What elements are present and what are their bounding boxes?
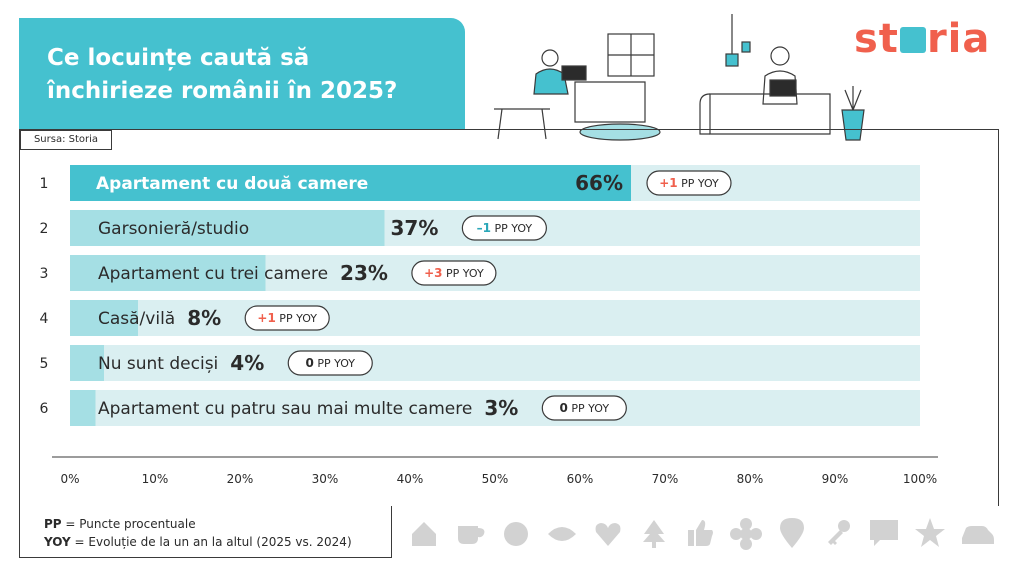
yoy-unit: PP YOY: [491, 222, 532, 235]
title-banner: Ce locuințe caută să închirieze românii …: [19, 18, 465, 130]
flower-icon: [730, 518, 762, 550]
speech-bubble-icon: [870, 520, 898, 546]
rank-label: 6: [40, 401, 49, 417]
rank-label: 4: [40, 311, 49, 327]
yoy-badge-pill: [411, 260, 497, 286]
yoy-unit: PP YOY: [276, 312, 317, 325]
yoy-badge-pill: [287, 350, 373, 376]
yoy-unit: PP YOY: [568, 402, 609, 415]
value-label: 23%: [340, 261, 388, 285]
star-icon: [915, 518, 945, 547]
value-label: 8%: [187, 306, 221, 330]
yoy-delta: 0: [305, 356, 313, 370]
chart-frame: [19, 129, 999, 506]
bar-6: [70, 390, 96, 426]
category-label: Nu sunt deciși: [98, 354, 218, 374]
yoy-unit: PP YOY: [314, 357, 355, 370]
yoy-badge-pill: [646, 170, 732, 196]
x-tick-label: 30%: [312, 472, 339, 486]
x-tick-label: 60%: [567, 472, 594, 486]
yoy-badge-text: 0 PP YOY: [560, 401, 610, 415]
yoy-badge: 0 PP YOY: [541, 395, 627, 421]
thumbs-up-icon: [688, 520, 713, 546]
rank-label: 2: [40, 221, 49, 237]
x-tick-label: 90%: [822, 472, 849, 486]
category-label: Casă/vilă: [98, 309, 175, 329]
yoy-badge-pill: [244, 305, 330, 331]
yoy-badge-text: –1 PP YOY: [477, 221, 533, 235]
cup-icon: [458, 526, 485, 544]
heart-icon: [595, 523, 621, 546]
rank-label: 3: [40, 266, 49, 282]
value-label: 4%: [230, 351, 264, 375]
yoy-unit: PP YOY: [678, 177, 719, 190]
value-label: 37%: [391, 216, 439, 240]
yoy-delta: –1: [477, 221, 491, 235]
bar-3: [70, 255, 266, 291]
logo-square-icon: [899, 27, 926, 53]
x-tick-label: 70%: [652, 472, 679, 486]
yoy-badge: +3 PP YOY: [411, 260, 497, 286]
category-label: Garsonieră/studio: [98, 219, 249, 239]
bar-5: [70, 345, 104, 381]
value-label: 3%: [484, 396, 518, 420]
house-icon: [412, 522, 436, 546]
x-tick-label: 40%: [397, 472, 424, 486]
x-tick-label: 20%: [227, 472, 254, 486]
x-tick-label: 10%: [142, 472, 169, 486]
rank-label: 5: [40, 356, 49, 372]
category-label: Apartament cu trei camere: [98, 264, 328, 284]
yoy-badge: 0 PP YOY: [287, 350, 373, 376]
yoy-delta: +1: [659, 176, 677, 190]
value-label: 66%: [575, 171, 623, 195]
category-label: Apartament cu două camere: [96, 174, 368, 194]
x-tick-label: 0%: [60, 472, 79, 486]
x-tick-label: 100%: [903, 472, 937, 486]
category-label: Apartament cu patru sau mai multe camere: [98, 399, 472, 419]
bar-4: [70, 300, 138, 336]
yoy-unit: PP YOY: [443, 267, 484, 280]
yoy-badge-text: +3 PP YOY: [424, 266, 484, 280]
smiley-icon: [504, 522, 528, 546]
key-icon: [828, 520, 850, 545]
bar-track-4: [70, 300, 920, 336]
source-label: Sursa: Storia: [20, 130, 112, 150]
yoy-badge-text: +1 PP YOY: [257, 311, 317, 325]
yoy-badge-pill: [541, 395, 627, 421]
eye-icon: [548, 527, 576, 541]
yoy-badge: +1 PP YOY: [646, 170, 732, 196]
location-pin-icon: [780, 518, 804, 548]
x-tick-label: 80%: [737, 472, 764, 486]
storia-logo: st ria: [854, 16, 991, 62]
yoy-delta: +1: [257, 311, 275, 325]
legend-item-pp: PP = Puncte procentuale: [44, 517, 196, 531]
yoy-badge-text: +1 PP YOY: [659, 176, 719, 190]
yoy-badge-pill: [461, 215, 547, 241]
yoy-badge: –1 PP YOY: [461, 215, 547, 241]
tree-icon: [643, 520, 665, 548]
car-icon: [962, 526, 994, 544]
people-illustration: [494, 14, 865, 141]
legend-item-yoy: YOY = Evoluție de la un an la altul (202…: [44, 535, 352, 549]
yoy-badge: +1 PP YOY: [244, 305, 330, 331]
x-tick-label: 50%: [482, 472, 509, 486]
legend: PP = Puncte procentuale YOY = Evoluție d…: [19, 506, 392, 558]
yoy-delta: +3: [424, 266, 442, 280]
bar-track-5: [70, 345, 920, 381]
chart-title: Ce locuințe caută să închirieze românii …: [47, 45, 398, 104]
bar-track-6: [70, 390, 920, 426]
bar-1: [70, 165, 631, 201]
decorative-icon-strip: [412, 518, 994, 550]
yoy-delta: 0: [560, 401, 568, 415]
bar-2: [70, 210, 385, 246]
yoy-badge-text: 0 PP YOY: [305, 356, 355, 370]
rank-label: 1: [40, 176, 49, 192]
